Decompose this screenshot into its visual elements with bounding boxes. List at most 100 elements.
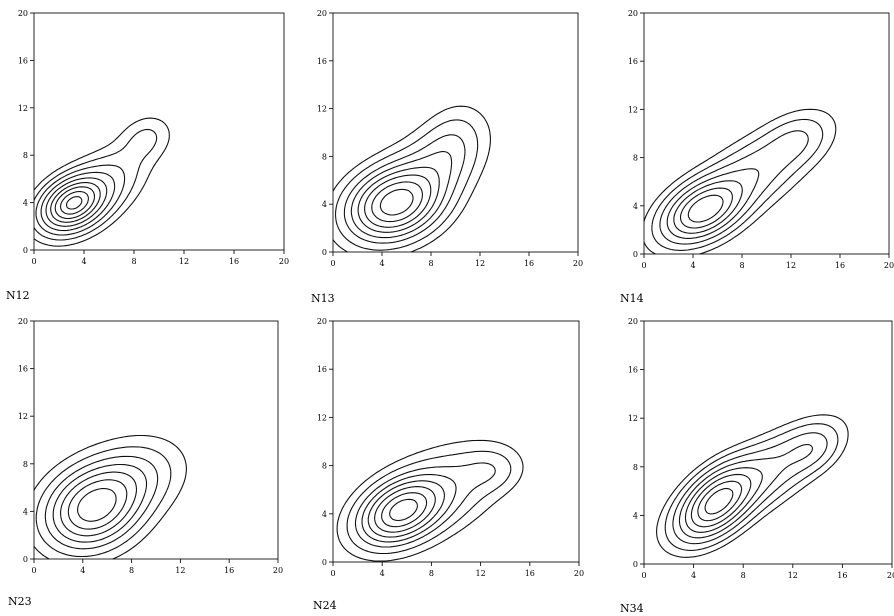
x-tick-label: 8 <box>129 566 134 575</box>
y-tick-label: 20 <box>317 9 327 18</box>
contour-level <box>50 182 101 223</box>
x-tick-label: 12 <box>179 257 189 266</box>
contour-level <box>690 473 752 528</box>
contour-level <box>65 196 83 210</box>
contour-level <box>40 171 116 232</box>
axis-ticks: 0 4 8 12 16 20 0 4 8 12 16 20 <box>18 317 283 575</box>
y-tick-label: 4 <box>322 510 327 519</box>
contour-level <box>334 119 479 251</box>
x-tick-label: 4 <box>80 566 85 575</box>
contour-level <box>687 194 724 223</box>
contour-level <box>343 134 466 244</box>
panel-n24: 0 4 8 12 16 20 0 4 8 12 16 20 N24 <box>313 317 584 612</box>
y-tick-label: 4 <box>23 199 28 208</box>
contour-level <box>374 486 436 533</box>
x-tick-label: 16 <box>224 566 234 575</box>
contour-level <box>45 177 108 227</box>
panel-label: N34 <box>620 602 644 615</box>
contour-level <box>643 108 837 255</box>
x-tick-label: 20 <box>573 259 583 268</box>
contour-level <box>659 130 809 245</box>
panel-n12: 0 4 8 12 16 20 0 4 8 12 16 20 N12 <box>6 9 289 302</box>
panel-label: N12 <box>6 289 30 302</box>
contour-lines <box>643 108 837 255</box>
panel-n23: 0 4 8 12 16 20 0 4 8 12 16 20 N23 <box>8 317 283 608</box>
contour-level <box>332 105 491 253</box>
x-tick-label: 0 <box>330 259 335 268</box>
panel-label: N23 <box>8 595 32 608</box>
y-tick-label: 20 <box>18 317 28 326</box>
x-tick-label: 12 <box>786 261 796 270</box>
y-tick-label: 12 <box>18 104 28 113</box>
contour-lines <box>332 105 491 253</box>
contour-level <box>379 188 414 216</box>
contour-level <box>77 487 117 522</box>
contour-level <box>672 432 828 545</box>
panel-label: N24 <box>313 599 337 612</box>
x-tick-label: 0 <box>330 569 335 578</box>
x-tick-label: 20 <box>273 566 283 575</box>
contour-level <box>60 471 138 537</box>
contour-level <box>678 443 814 539</box>
contour-level <box>350 151 453 239</box>
x-tick-label: 4 <box>380 569 385 578</box>
x-tick-label: 16 <box>525 569 535 578</box>
contour-level <box>367 480 445 538</box>
y-tick-label: 0 <box>633 560 638 569</box>
contour-level <box>697 480 743 522</box>
x-tick-label: 20 <box>279 257 289 266</box>
axis-ticks: 0 4 8 12 16 20 0 4 8 12 16 20 <box>317 9 583 268</box>
y-tick-label: 12 <box>317 413 327 422</box>
y-tick-label: 16 <box>317 365 327 374</box>
contour-level <box>704 487 734 515</box>
y-tick-label: 8 <box>322 462 327 471</box>
contour-level <box>357 166 440 233</box>
contour-level <box>389 498 419 522</box>
x-tick-label: 8 <box>428 259 433 268</box>
axis-ticks: 0 4 8 12 16 20 0 4 8 12 16 20 <box>628 317 894 580</box>
x-tick-label: 0 <box>31 566 36 575</box>
plot-frame <box>332 12 579 253</box>
y-tick-label: 20 <box>317 317 327 326</box>
x-tick-label: 12 <box>476 569 486 578</box>
contour-level <box>35 164 126 236</box>
contour-level <box>354 462 496 548</box>
x-tick-label: 0 <box>641 261 646 270</box>
y-tick-label: 8 <box>633 154 638 163</box>
x-tick-label: 12 <box>175 566 185 575</box>
x-tick-label: 16 <box>229 257 239 266</box>
contour-level <box>346 450 512 555</box>
y-tick-label: 4 <box>633 202 638 211</box>
contour-level <box>44 455 159 550</box>
contour-level <box>684 467 763 533</box>
y-tick-label: 8 <box>322 152 327 161</box>
plot-frame <box>643 12 890 255</box>
contour-level <box>33 128 158 241</box>
plot-frame <box>643 320 893 565</box>
y-tick-label: 0 <box>633 250 638 259</box>
y-tick-label: 12 <box>18 412 28 421</box>
contour-lines <box>33 117 170 247</box>
x-tick-label: 8 <box>739 261 744 270</box>
y-tick-label: 4 <box>633 511 638 520</box>
y-tick-label: 0 <box>322 558 327 567</box>
contour-level <box>33 434 187 560</box>
contour-level <box>33 117 170 247</box>
y-tick-label: 0 <box>322 248 327 257</box>
x-tick-label: 16 <box>835 261 845 270</box>
x-tick-label: 4 <box>691 571 696 580</box>
contour-level <box>651 118 824 251</box>
x-tick-label: 4 <box>690 261 695 270</box>
y-tick-label: 16 <box>18 56 28 65</box>
contour-level <box>364 174 432 228</box>
contour-level <box>666 168 760 239</box>
x-tick-label: 4 <box>379 259 384 268</box>
y-tick-label: 16 <box>18 365 28 374</box>
panel-label: N13 <box>311 292 335 305</box>
plot-frame <box>332 320 580 563</box>
panel-n14: 0 4 8 12 16 20 0 4 8 12 16 20 N14 <box>620 9 894 305</box>
x-tick-label: 12 <box>788 571 798 580</box>
contour-lines <box>33 434 187 560</box>
panel-n34: 0 4 8 12 16 20 0 4 8 12 16 20 N34 <box>620 317 894 615</box>
y-tick-label: 4 <box>23 507 28 516</box>
